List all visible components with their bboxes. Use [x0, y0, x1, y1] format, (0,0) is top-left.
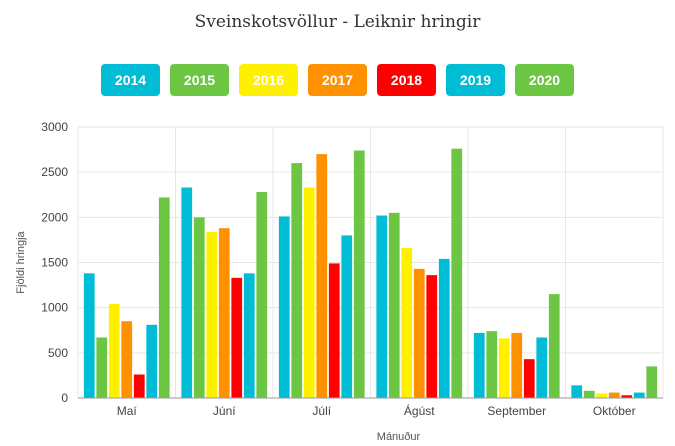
- bar-2014-September[interactable]: [473, 332, 485, 398]
- y-tick-label: 1000: [41, 301, 68, 315]
- legend-item-2018[interactable]: 2018: [377, 64, 436, 96]
- bar-2014-Júlí[interactable]: [278, 216, 290, 398]
- bar-2015-September[interactable]: [486, 331, 498, 398]
- bar-2017-Júlí[interactable]: [316, 154, 328, 398]
- x-tick-label: Ágúst: [404, 403, 435, 418]
- bar-2015-Ágúst[interactable]: [388, 212, 400, 398]
- chart-title: Sveinskotsvöllur - Leiknir hringir: [194, 12, 481, 32]
- bar-2016-Maí[interactable]: [108, 304, 120, 398]
- y-tick-label: 2000: [41, 210, 68, 224]
- bar-2020-Október[interactable]: [646, 366, 658, 398]
- x-tick-label: Júlí: [312, 404, 331, 418]
- bar-2019-Júní[interactable]: [243, 273, 255, 398]
- bar-2020-Ágúst[interactable]: [451, 148, 463, 398]
- y-tick-label: 500: [48, 346, 68, 360]
- y-tick-label: 3000: [41, 120, 68, 134]
- bar-2016-Október[interactable]: [596, 393, 608, 398]
- bar-2020-September[interactable]: [548, 294, 560, 398]
- y-tick-label: 1500: [41, 256, 68, 270]
- x-tick-label: Maí: [117, 404, 138, 418]
- bar-2019-Maí[interactable]: [146, 324, 158, 398]
- bar-2014-Ágúst[interactable]: [376, 215, 388, 398]
- y-tick-label: 2500: [41, 165, 68, 179]
- bar-2017-Maí[interactable]: [121, 321, 133, 398]
- bar-2017-Október[interactable]: [608, 392, 620, 398]
- legend-item-2016[interactable]: 2016: [239, 64, 298, 96]
- legend-item-2014[interactable]: 2014: [101, 64, 160, 96]
- bar-2018-Júlí[interactable]: [328, 263, 340, 398]
- bar-2020-Júlí[interactable]: [353, 150, 365, 398]
- bar-2014-Júní[interactable]: [181, 187, 193, 398]
- bar-2015-Október[interactable]: [583, 390, 595, 398]
- bar-2016-Júlí[interactable]: [303, 187, 315, 398]
- legend-item-2015[interactable]: 2015: [170, 64, 229, 96]
- bar-2019-September[interactable]: [536, 337, 548, 398]
- bar-2019-Október[interactable]: [633, 392, 645, 398]
- bar-2016-September[interactable]: [498, 338, 510, 398]
- legend-item-2017[interactable]: 2017: [308, 64, 367, 96]
- x-tick-label: September: [487, 404, 546, 418]
- bar-2019-Ágúst[interactable]: [438, 258, 450, 398]
- bar-2017-Ágúst[interactable]: [413, 268, 425, 398]
- bar-2016-Ágúst[interactable]: [401, 248, 413, 398]
- legend: 2014 2015 2016 2017 2018 2019 2020: [0, 64, 675, 96]
- bar-2017-Júní[interactable]: [218, 228, 230, 398]
- bar-2018-Júní[interactable]: [231, 277, 243, 398]
- bar-2018-Október[interactable]: [621, 395, 633, 398]
- bar-2015-Maí[interactable]: [96, 337, 108, 398]
- bar-2020-Maí[interactable]: [158, 197, 170, 398]
- bar-2015-Júlí[interactable]: [291, 163, 303, 398]
- x-tick-label: Október: [593, 404, 636, 418]
- y-tick-label: 0: [61, 391, 68, 405]
- bar-2018-Maí[interactable]: [133, 374, 145, 398]
- bar-2019-Júlí[interactable]: [341, 235, 353, 398]
- bar-2015-Júní[interactable]: [193, 217, 205, 398]
- legend-item-2020[interactable]: 2020: [515, 64, 574, 96]
- y-axis-title: Fjöldi hringja: [15, 230, 27, 293]
- legend-item-2019[interactable]: 2019: [446, 64, 505, 96]
- bar-2014-Maí[interactable]: [83, 273, 95, 398]
- x-axis-title: Mánuður: [377, 431, 421, 443]
- bar-2020-Júní[interactable]: [256, 192, 268, 398]
- bar-2016-Júní[interactable]: [206, 231, 218, 398]
- bar-2014-Október[interactable]: [571, 385, 583, 398]
- bar-2017-September[interactable]: [511, 332, 523, 398]
- bar-2018-Ágúst[interactable]: [426, 275, 438, 398]
- x-tick-label: Júní: [213, 404, 236, 418]
- bar-2018-September[interactable]: [523, 359, 535, 398]
